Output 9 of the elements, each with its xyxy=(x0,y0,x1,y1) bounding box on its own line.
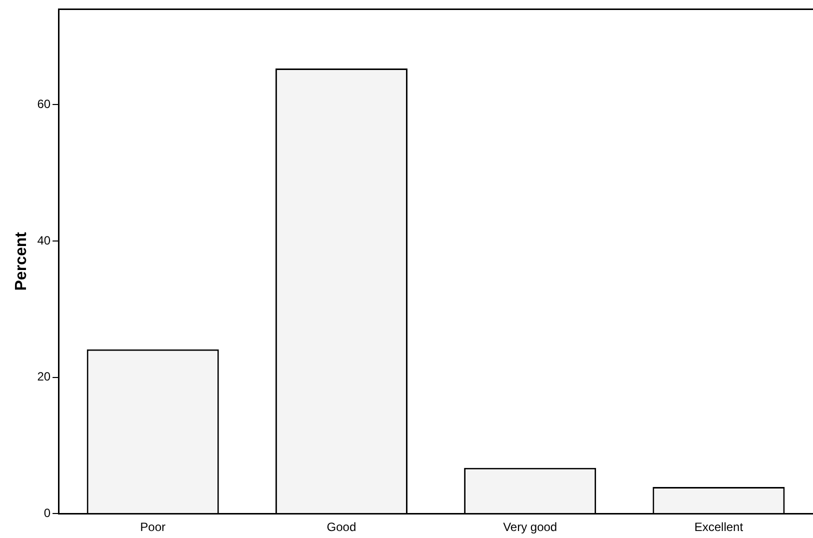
y-tick-label: 0 xyxy=(44,506,51,520)
x-tick-label: Good xyxy=(326,520,356,534)
y-tick-label: 20 xyxy=(37,370,51,384)
y-axis-title: Percent xyxy=(13,231,30,291)
x-tick-label: Poor xyxy=(140,520,166,534)
x-tick-label: Very good xyxy=(503,520,558,534)
y-tick-label: 60 xyxy=(37,96,51,111)
x-tick-label: Excellent xyxy=(694,520,744,534)
y-tick-label: 40 xyxy=(37,233,51,248)
